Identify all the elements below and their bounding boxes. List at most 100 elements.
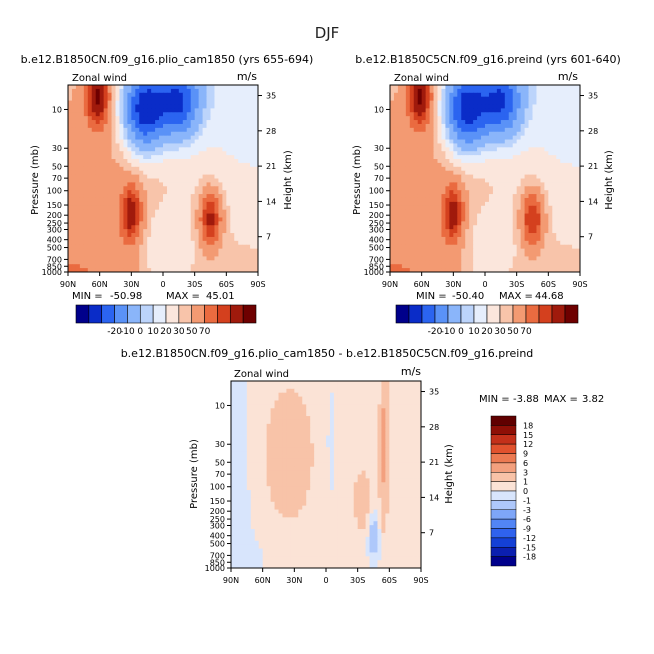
- contour-cell: [548, 112, 553, 117]
- contour-cell: [536, 85, 541, 90]
- contour-cell: [441, 205, 446, 211]
- contour-cell: [68, 159, 73, 164]
- contour-cell: [234, 190, 239, 195]
- contour-cell: [186, 116, 192, 121]
- contour-cell: [214, 260, 219, 265]
- contour-cell: [536, 197, 541, 203]
- contour-cell: [544, 268, 549, 273]
- contour-cell: [528, 131, 533, 137]
- contour-cell: [417, 112, 423, 117]
- contour-cell: [401, 201, 407, 207]
- contour-cell: [115, 135, 120, 140]
- contour-cell: [182, 85, 188, 90]
- contour-cell: [413, 166, 419, 172]
- contour-cell: [127, 155, 132, 160]
- contour-cell: [528, 264, 533, 269]
- contour-cell: [429, 260, 434, 265]
- contour-cell: [552, 108, 557, 113]
- contour-cell: [564, 264, 569, 269]
- contour-cell: [151, 155, 156, 160]
- contour-cell: [87, 178, 93, 183]
- contour-cell: [433, 236, 438, 242]
- contour-cell: [222, 229, 227, 234]
- contour-cell: [174, 120, 180, 125]
- contour-cell: [182, 190, 188, 195]
- contour-cell: [516, 264, 522, 269]
- contour-cell: [473, 127, 478, 133]
- contour-cell: [99, 112, 105, 117]
- contour-cell: [111, 236, 116, 242]
- contour-cell: [481, 166, 486, 172]
- contour-cell: [500, 186, 506, 191]
- contour-cell: [564, 209, 569, 214]
- contour-cell: [492, 108, 498, 113]
- contour-cell: [429, 229, 434, 234]
- contour-cell: [473, 221, 478, 226]
- contour-cell: [477, 197, 482, 203]
- contour-cell: [166, 240, 172, 246]
- contour-cell: [71, 194, 77, 199]
- contour-cell: [572, 143, 577, 148]
- contour-cell: [186, 162, 192, 168]
- contour-cell: [238, 147, 243, 152]
- contour-cell: [481, 205, 486, 211]
- contour-cell: [182, 248, 188, 253]
- contour-cell: [481, 131, 486, 137]
- contour-cell: [437, 174, 442, 179]
- contour-cell: [107, 256, 112, 261]
- contour-cell: [226, 104, 231, 109]
- contour-cell: [564, 268, 569, 273]
- contour-cell: [572, 135, 577, 140]
- contour-cell: [488, 120, 494, 125]
- contour-cell: [552, 213, 557, 218]
- contour-cell: [445, 182, 450, 187]
- contour-cell: [95, 260, 101, 265]
- contour-cell: [111, 143, 116, 148]
- contour-cell: [568, 264, 573, 269]
- contour-cell: [194, 139, 200, 144]
- contour-cell: [234, 92, 239, 98]
- contour-cell: [186, 112, 192, 117]
- contour-cell: [473, 116, 478, 121]
- contour-cell: [552, 178, 557, 183]
- contour-cell: [496, 155, 502, 160]
- contour-cell: [564, 92, 569, 98]
- contour-cell: [238, 151, 243, 156]
- contour-cell: [79, 135, 85, 140]
- contour-cell: [190, 112, 196, 117]
- contour-cell: [433, 213, 438, 218]
- contour-cell: [524, 112, 529, 117]
- contour-cell: [178, 127, 184, 133]
- contour-cell: [481, 104, 486, 109]
- contour-cell: [127, 116, 132, 121]
- contour-cell: [294, 392, 299, 397]
- contour-cell: [254, 155, 259, 160]
- contour-cell: [429, 139, 434, 144]
- contour-cell: [445, 166, 450, 172]
- contour-cell: [143, 217, 148, 222]
- contour-cell: [190, 127, 196, 133]
- contour-cell: [182, 225, 188, 230]
- contour-cell: [393, 252, 399, 257]
- contour-cell: [147, 162, 152, 168]
- contour-cell: [222, 96, 227, 101]
- contour-cell: [222, 116, 227, 121]
- colorbar-swatch: [165, 304, 180, 324]
- contour-cell: [496, 151, 502, 156]
- contour-cell: [453, 92, 458, 98]
- contour-cell: [155, 260, 160, 265]
- contour-cell: [198, 244, 203, 250]
- contour-cell: [477, 116, 482, 121]
- contour-cell: [397, 116, 403, 121]
- contour-cell: [250, 120, 255, 125]
- contour-cell: [143, 174, 148, 179]
- contour-cell: [190, 174, 196, 179]
- contour-cell: [437, 159, 442, 164]
- contour-cell: [524, 120, 529, 125]
- contour-cell: [119, 147, 124, 152]
- contour-cell: [127, 182, 132, 187]
- contour-cell: [147, 217, 152, 222]
- contour-cell: [190, 178, 196, 183]
- contour-cell: [373, 388, 378, 394]
- contour-cell: [230, 194, 235, 199]
